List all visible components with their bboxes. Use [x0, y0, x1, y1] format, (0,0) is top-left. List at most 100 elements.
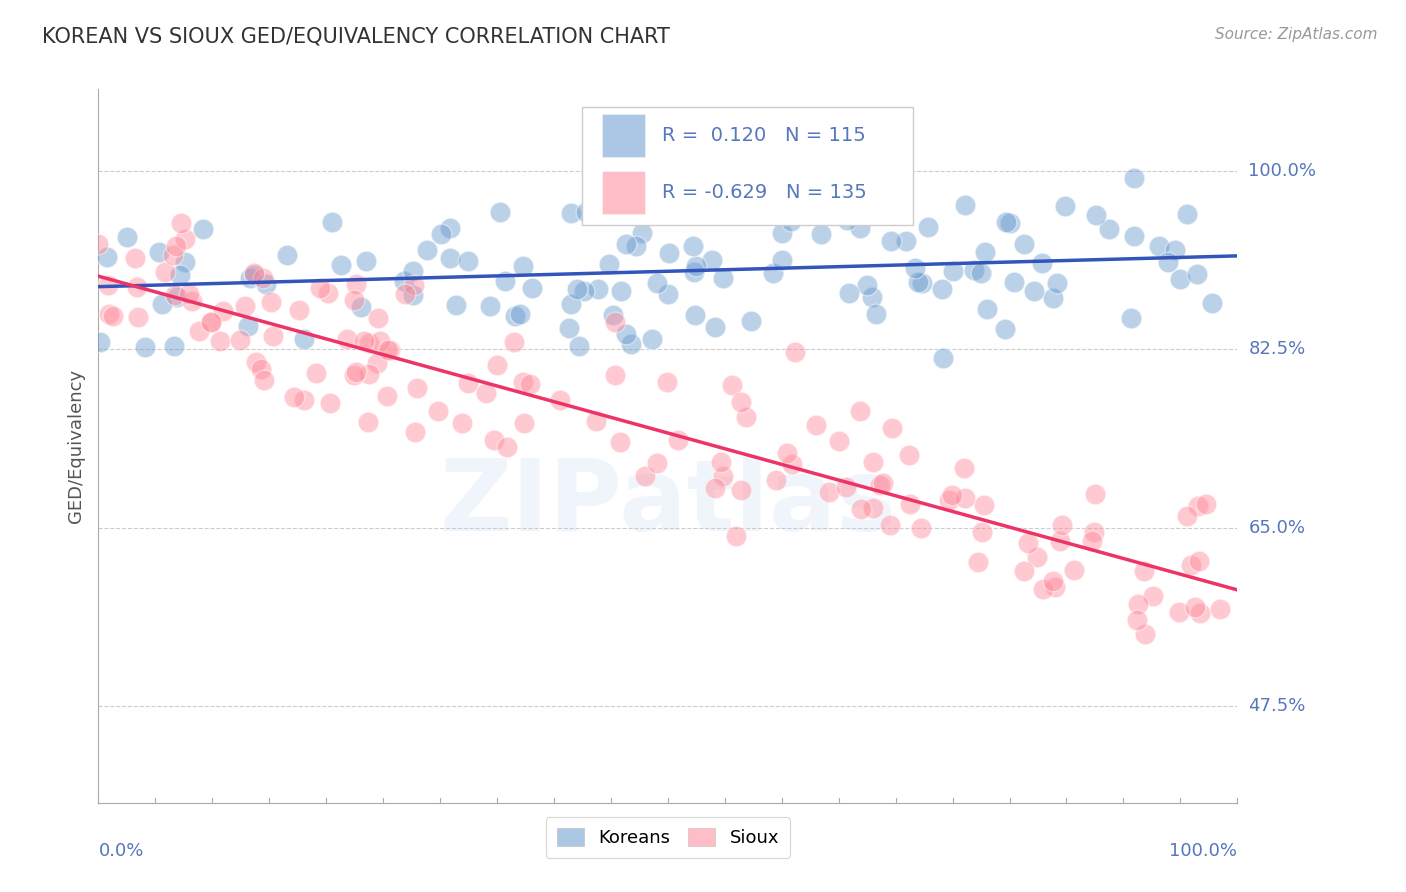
Point [405, 381, 427, 395]
Point [229, 333, 252, 347]
Point [127, 310, 149, 324]
Point [762, 266, 785, 280]
Text: ZIPatlas: ZIPatlas [440, 455, 896, 551]
Legend: Koreans, Sioux: Koreans, Sioux [546, 817, 790, 858]
Point [647, 276, 669, 290]
Point [967, 555, 990, 569]
Point [330, 258, 353, 272]
Point [998, 216, 1021, 230]
Point [645, 456, 668, 470]
Point [124, 251, 146, 265]
Point [404, 425, 426, 439]
Point [1083, 524, 1105, 539]
Point [170, 216, 193, 230]
Point [880, 421, 903, 435]
Point [162, 339, 184, 353]
Point [439, 221, 461, 235]
Point [818, 485, 841, 500]
Point [357, 335, 380, 350]
Point [1050, 517, 1073, 532]
Point [200, 315, 222, 329]
Point [457, 253, 479, 268]
Point [735, 410, 758, 425]
Text: R =  0.120   N = 115: R = 0.120 N = 115 [662, 126, 866, 145]
Point [260, 295, 283, 310]
Point [631, 226, 654, 240]
Point [994, 321, 1017, 335]
Text: 0.0%: 0.0% [98, 842, 143, 860]
Point [1184, 599, 1206, 614]
Point [1187, 499, 1209, 513]
Point [162, 248, 184, 262]
Point [603, 315, 626, 329]
Point [484, 434, 506, 448]
Point [658, 246, 681, 260]
Point [865, 307, 887, 321]
Point [367, 310, 389, 325]
Point [721, 378, 744, 392]
Point [586, 282, 609, 296]
Point [1142, 589, 1164, 603]
Point [911, 276, 934, 290]
Point [849, 501, 872, 516]
Point [710, 455, 733, 469]
Point [174, 254, 197, 268]
Point [212, 304, 235, 318]
Text: 65.0%: 65.0% [1249, 518, 1305, 537]
Point [1147, 239, 1170, 253]
Point [740, 314, 762, 328]
Point [1084, 208, 1107, 222]
Point [970, 525, 993, 540]
Point [560, 297, 582, 311]
Text: 100.0%: 100.0% [1170, 842, 1237, 860]
Point [602, 308, 624, 322]
Point [187, 324, 209, 338]
Point [711, 469, 734, 483]
Point [609, 435, 631, 450]
Point [917, 220, 939, 235]
Point [243, 268, 266, 282]
FancyBboxPatch shape [602, 171, 645, 214]
Point [179, 287, 201, 301]
Point [872, 475, 894, 490]
Point [1098, 222, 1121, 236]
Point [478, 299, 501, 313]
Point [603, 368, 626, 382]
Point [770, 227, 793, 241]
Point [1084, 487, 1107, 501]
Point [394, 287, 416, 301]
Text: 82.5%: 82.5% [1249, 340, 1306, 359]
Point [856, 277, 879, 292]
Point [1012, 564, 1035, 578]
Point [1031, 256, 1053, 270]
Point [359, 367, 381, 381]
Point [730, 483, 752, 497]
Point [804, 417, 827, 432]
Point [711, 271, 734, 285]
Point [810, 227, 832, 241]
Point [89, 335, 111, 350]
Point [849, 404, 872, 418]
Point [1163, 244, 1185, 258]
Point [869, 477, 891, 491]
Point [87, 236, 110, 251]
Point [976, 302, 998, 317]
Point [1081, 534, 1104, 549]
Point [292, 392, 315, 407]
Point [1022, 284, 1045, 298]
Point [494, 274, 516, 288]
Point [953, 460, 976, 475]
Point [439, 251, 461, 265]
Point [828, 434, 851, 449]
Point [896, 235, 918, 249]
Point [166, 290, 188, 304]
Point [343, 293, 366, 307]
Point [242, 266, 264, 280]
Point [765, 473, 787, 487]
Point [1128, 597, 1150, 611]
Point [415, 244, 437, 258]
Point [1201, 295, 1223, 310]
Point [173, 232, 195, 246]
Point [1170, 272, 1192, 286]
Point [165, 239, 187, 253]
